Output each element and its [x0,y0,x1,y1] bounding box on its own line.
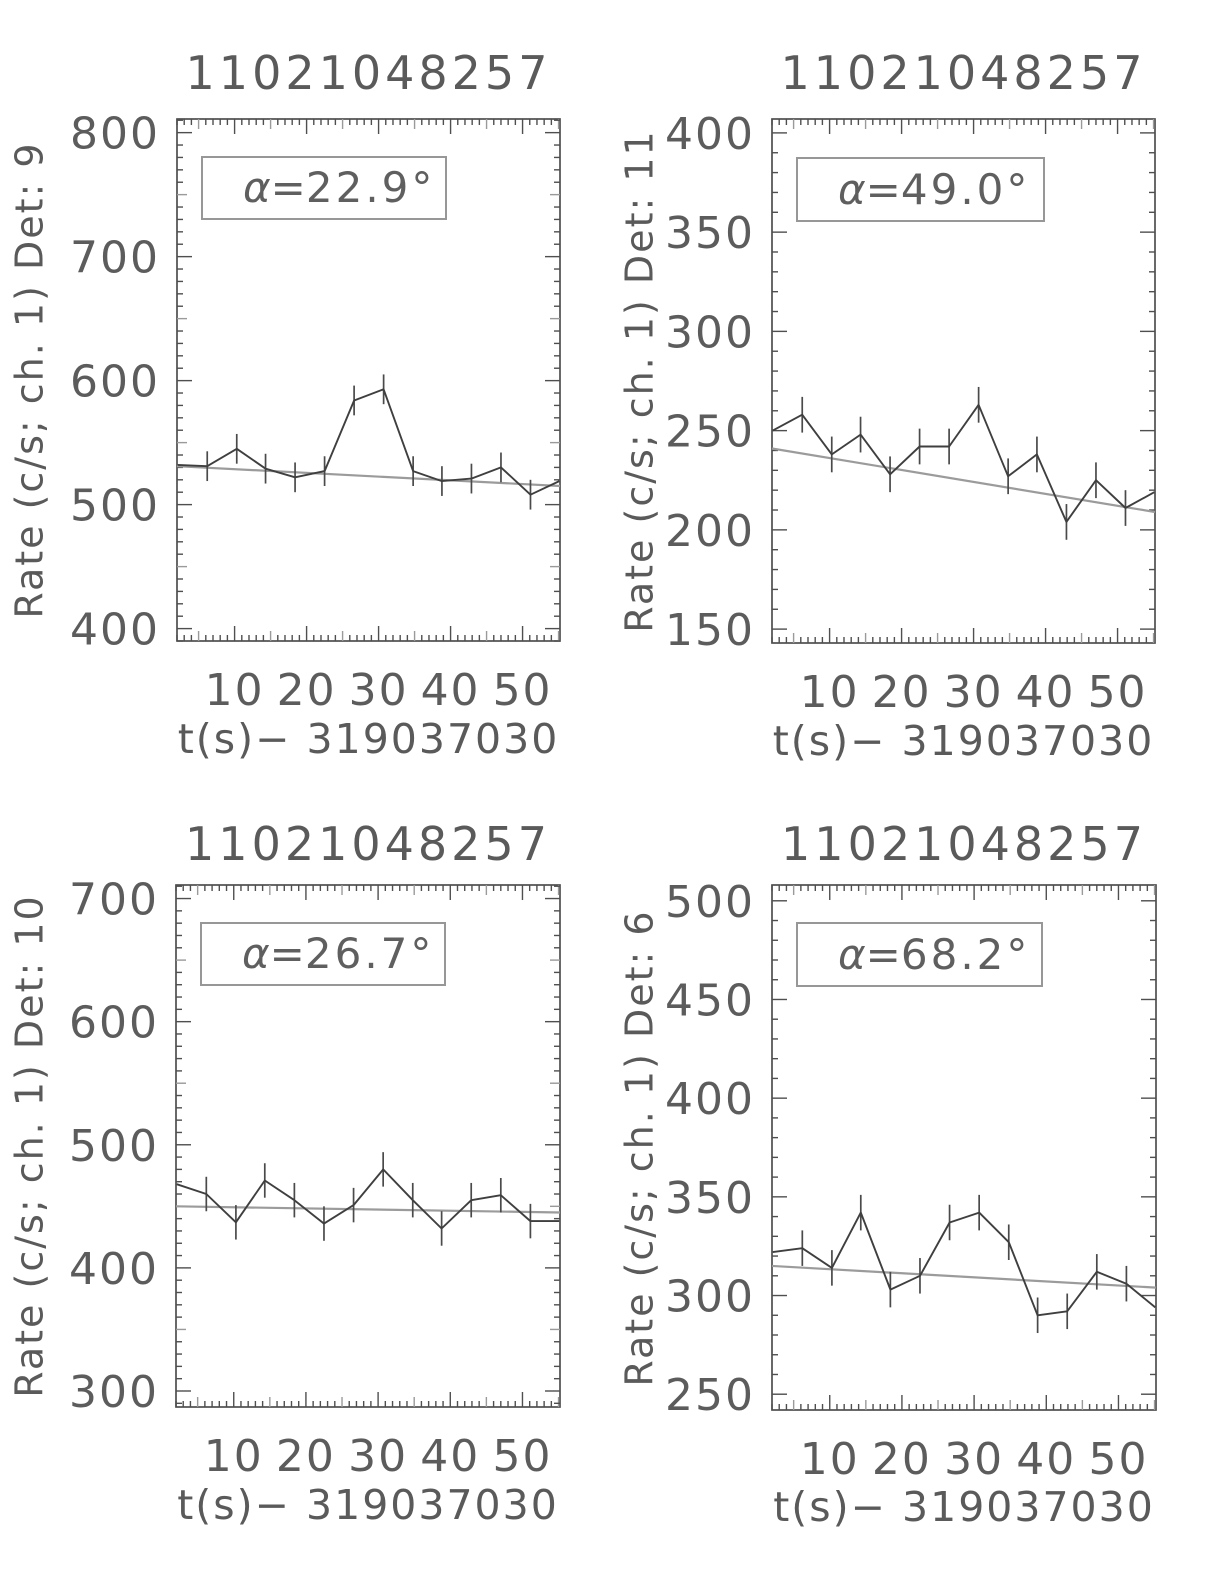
data-series [772,1211,1156,1317]
x-tick-label: 30 [944,1434,1004,1485]
y-tick-label: 350 [665,1173,755,1224]
alpha-value: 26.7° [304,929,435,978]
x-tick-label: 40 [1016,1434,1076,1485]
y-axis-label: Rate (c/s; ch. 1) Det: 6 [618,908,663,1387]
alpha-annotation: α= 49.0° [796,157,1045,222]
x-tick-label: 30 [348,1431,408,1482]
y-tick-label: 250 [665,407,755,458]
y-tick-label: 400 [69,1244,159,1295]
chart-svg-det-6: 250 300 350 400 450 500 10 20 30 40 50 [665,877,1157,1485]
panel-det-10: 300 400 500 600 700 10 20 30 40 50 11021048257 Ra… [0,792,612,1584]
x-tick-label: 50 [493,665,553,716]
y-axis-label: Rate (c/s; ch. 1) Det: 10 [8,894,52,1398]
x-axis-label: t(s)− 319037030 [177,1481,559,1529]
y-tick-label: 600 [69,998,159,1049]
x-tick-label: 10 [800,1434,860,1485]
data-series [772,403,1155,523]
trend-line [175,1205,561,1214]
data-series [177,388,560,496]
x-tick-label: 40 [420,1431,480,1482]
chart-svg-det-10: 300 400 500 600 700 10 20 30 40 50 [69,875,561,1482]
y-tick-label: 700 [70,233,160,284]
y-tick-label: 300 [665,307,755,358]
y-tick-label: 150 [665,605,755,656]
chart-svg-det-11: 150 200 250 300 350 400 10 20 30 40 50 [665,109,1156,718]
panel-det-6: 250 300 350 400 450 500 10 20 30 40 50 11021048257… [612,792,1224,1584]
y-tick-label: 600 [70,357,160,408]
x-tick-label: 50 [1088,667,1148,718]
y-tick-label: 800 [70,109,160,160]
x-tick-label: 10 [800,667,860,718]
y-tick-label: 500 [70,481,160,532]
axis-box [771,884,1157,1411]
trend-line [771,447,1156,514]
alpha-annotation: α= 68.2° [796,922,1043,987]
y-tick-label: 500 [665,877,755,928]
y-tick-label: 300 [665,1272,755,1323]
x-tick-label: 20 [872,667,932,718]
x-tick-label: 30 [944,667,1004,718]
y-tick-label: 350 [665,208,755,259]
y-axis-label: Rate (c/s; ch. 1) Det: 9 [8,141,53,619]
y-tick-label: 450 [665,975,755,1026]
x-tick-label: 10 [205,665,265,716]
y-axis-label: Rate (c/s; ch. 1) Det: 11 [618,129,662,633]
plot-title: 11021048257 [185,817,551,871]
alpha-value: 49.0° [900,164,1031,214]
trend-line [176,465,561,488]
alpha-symbol: α= [242,929,305,978]
y-tick-label: 400 [665,1074,755,1125]
x-tick-label: 30 [349,665,409,716]
y-tick-label: 400 [70,605,160,656]
panel-det-9: 400 500 600 700 800 10 20 30 40 50 11021048257 Ra… [0,0,612,792]
y-tick-label: 250 [665,1370,755,1421]
plot-title: 11021048257 [780,46,1147,100]
x-tick-label: 50 [492,1431,552,1482]
y-tick-label: 700 [69,875,159,926]
x-tick-label: 20 [277,665,337,716]
x-tick-label: 20 [276,1431,336,1482]
alpha-symbol: α= [838,929,901,979]
x-tick-label: 10 [204,1431,264,1482]
alpha-value: 22.9° [305,163,436,212]
alpha-symbol: α= [243,163,306,212]
chart-svg-det-9: 400 500 600 700 800 10 20 30 40 50 [70,109,561,716]
x-axis-label: t(s)− 319037030 [772,717,1155,765]
y-tick-label: 200 [665,506,755,557]
trend-line [771,1264,1157,1289]
y-tick-label: 300 [69,1367,159,1418]
x-axis-label: t(s)− 319037030 [177,715,560,763]
x-tick-label: 40 [421,665,481,716]
alpha-annotation: α= 22.9° [201,156,447,220]
y-tick-label: 400 [665,109,755,160]
x-tick-label: 20 [872,1434,932,1485]
x-axis-label: t(s)− 319037030 [773,1483,1155,1531]
plot-title: 11021048257 [185,46,552,100]
alpha-annotation: α= 26.7° [200,922,446,986]
data-series [176,1168,560,1230]
x-tick-label: 40 [1016,667,1076,718]
panel-det-11: 150 200 250 300 350 400 10 20 30 40 50 11021048257… [612,0,1224,792]
axis-box [175,884,561,1408]
plot-title: 11021048257 [781,817,1147,871]
alpha-symbol: α= [838,164,901,214]
x-tick-label: 50 [1088,1434,1148,1485]
y-tick-label: 500 [69,1121,159,1172]
alpha-value: 68.2° [900,929,1031,979]
axis-box [771,118,1156,644]
